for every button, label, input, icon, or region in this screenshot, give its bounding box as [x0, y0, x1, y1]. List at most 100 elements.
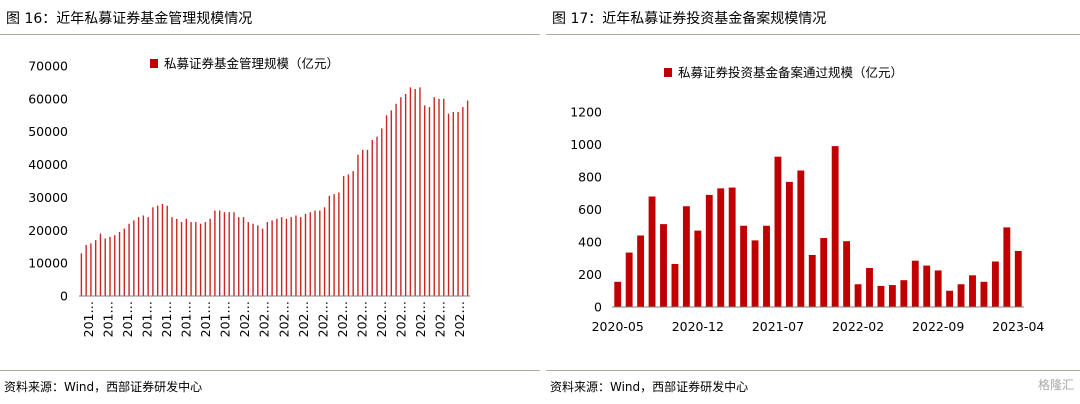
legend-label: 私募证券基金管理规模（亿元） [164, 56, 339, 71]
legend-swatch [664, 68, 672, 77]
x-tick-label: 2020-12 [672, 319, 724, 334]
bar [285, 218, 288, 296]
y-tick-label: 1200 [570, 105, 602, 120]
bar [94, 240, 97, 296]
bar [180, 222, 183, 296]
bar [214, 210, 216, 296]
y-tick-label: 70000 [28, 59, 68, 74]
bar [176, 218, 178, 296]
bar [400, 97, 402, 296]
bar [705, 194, 713, 307]
bar [109, 236, 111, 296]
x-tick-label: 201… [81, 301, 96, 337]
bar [637, 235, 645, 307]
bar [271, 220, 273, 296]
bottom-rule [546, 370, 1080, 371]
bottom-rule [0, 370, 540, 371]
bar [342, 176, 345, 296]
y-tick-label: 600 [578, 202, 602, 217]
bar [185, 218, 187, 296]
bar [447, 113, 450, 297]
x-tick-label: 202… [354, 301, 369, 337]
bar [808, 255, 816, 307]
bar [923, 265, 931, 307]
bar [123, 228, 125, 296]
bar [195, 222, 197, 296]
x-tick-label: 202… [452, 301, 467, 337]
bar [300, 217, 302, 296]
bar [147, 217, 149, 296]
y-tick-label: 40000 [28, 157, 68, 172]
x-tick-label: 201… [159, 301, 174, 337]
bar [99, 233, 102, 296]
bar [900, 280, 908, 307]
x-tick-label: 202… [335, 301, 350, 337]
bar [390, 110, 393, 296]
bar [333, 194, 335, 296]
bar [452, 112, 455, 296]
bar [1003, 227, 1011, 307]
x-tick-label: 2020-05 [592, 319, 644, 334]
bar [404, 93, 407, 296]
chart-title: 图 17：近年私募证券投资基金备案规模情况 [552, 11, 827, 27]
bar [946, 290, 954, 307]
bar [866, 268, 873, 307]
bar [660, 224, 667, 307]
bar [371, 139, 373, 296]
bar [304, 213, 307, 296]
bar [161, 204, 164, 296]
bar [376, 136, 378, 296]
bar [969, 275, 976, 307]
y-tick-label: 200 [578, 267, 602, 282]
bar [142, 215, 145, 296]
bar [295, 215, 297, 296]
x-tick-label: 202… [433, 301, 448, 337]
x-tick-label: 202… [413, 301, 428, 337]
bar [309, 212, 311, 296]
bar [843, 241, 851, 307]
y-tick-label: 20000 [28, 223, 68, 238]
left-chart-panel: 图 16：近年私募证券基金管理规模情况 私募证券基金管理规模（亿元） 0 10000… [0, 11, 540, 394]
bar [751, 240, 759, 307]
bar [934, 270, 942, 307]
bar [314, 210, 316, 296]
source-note: 资料来源：Wind，西部证券研发中心 [4, 380, 203, 394]
bar [424, 105, 426, 296]
top-rule [0, 34, 540, 35]
bar [763, 225, 770, 307]
bar [290, 217, 292, 296]
bar [957, 284, 965, 307]
y-tick-label: 30000 [28, 190, 68, 205]
bar [352, 171, 354, 296]
bar [911, 260, 919, 307]
bar [276, 218, 278, 296]
x-tick-label: 202… [276, 301, 291, 337]
y-tick-label: 400 [578, 235, 602, 250]
bar [171, 217, 173, 296]
x-tick-label: 201… [218, 301, 233, 337]
bar [242, 217, 245, 296]
bar [133, 220, 135, 296]
bar [991, 261, 999, 307]
bar [774, 156, 782, 307]
bar [199, 223, 202, 296]
bar [381, 128, 383, 296]
bar [218, 210, 221, 296]
bar [854, 284, 862, 307]
right-chart-panel: 图 17：近年私募证券投资基金备案规模情况 私募证券投资基金备案通过规模（亿元）… [546, 0, 1080, 404]
top-rule [546, 34, 1080, 35]
bar [190, 222, 192, 296]
bar [252, 223, 254, 296]
x-tick-label: 2021-07 [752, 319, 804, 334]
bar [831, 146, 839, 307]
y-tick-label: 0 [60, 289, 68, 304]
bar [409, 87, 412, 296]
bar [728, 187, 736, 307]
legend-swatch [150, 59, 158, 68]
legend-label: 私募证券投资基金备案通过规模（亿元） [678, 65, 903, 80]
x-tick-label: 201… [139, 301, 154, 337]
bar [428, 107, 431, 296]
x-tick-label: 202… [257, 301, 272, 337]
bar [233, 212, 235, 296]
bar [137, 217, 140, 296]
